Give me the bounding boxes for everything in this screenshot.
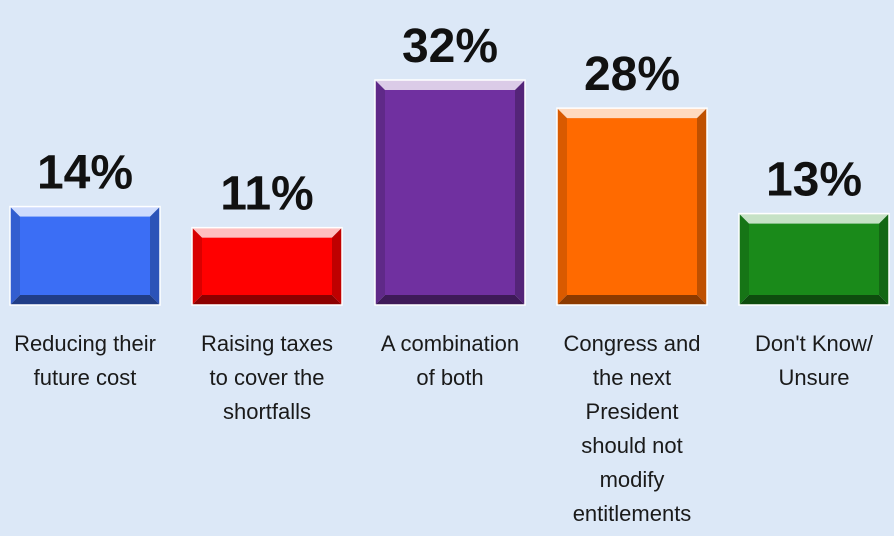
bar-outline <box>556 107 708 306</box>
category-label-4: Congress and the next President should n… <box>563 331 701 526</box>
bar-outline <box>9 205 161 306</box>
bar-bevel-top <box>739 213 889 224</box>
data-label-3: 32% <box>402 20 498 73</box>
bar-bevel-top <box>192 227 342 238</box>
bar-bevel-top <box>375 80 525 90</box>
bar-face <box>202 237 332 295</box>
bar-bevel-bottom <box>10 295 160 305</box>
bar-bevel-right <box>515 80 525 305</box>
bar-bevel-bottom <box>375 295 525 305</box>
bar-bevel-bottom <box>739 295 889 305</box>
bar-bevel-bottom <box>192 295 342 305</box>
bar-outline <box>374 79 526 306</box>
category-label-2: Raising taxes to cover the shortfalls <box>200 331 334 424</box>
bar-bevel-right <box>879 213 889 305</box>
bar-bevel-left <box>739 213 749 305</box>
bar-face <box>20 216 150 295</box>
bar-face <box>385 90 515 295</box>
bar-bevel-left <box>10 206 20 305</box>
category-label-5: Don't Know/ Unsure <box>755 331 873 390</box>
data-label-2: 11% <box>220 168 313 221</box>
bar-outline <box>191 226 343 306</box>
bar-bevel-left <box>192 227 202 305</box>
bar-1 <box>9 205 161 306</box>
data-label-1: 14% <box>37 147 133 200</box>
bar-bevel-left <box>557 108 567 305</box>
bar-outline <box>738 212 890 306</box>
data-label-4: 28% <box>584 48 680 101</box>
bar-bevel-bottom <box>557 295 707 305</box>
bar-2 <box>191 226 343 306</box>
data-label-5: 13% <box>766 154 862 207</box>
category-label-3: A combination of both <box>380 331 520 390</box>
bar-face <box>749 223 879 295</box>
bar-bevel-right <box>150 206 160 305</box>
bar-bevel-top <box>557 108 707 119</box>
bar-bevel-right <box>697 108 707 305</box>
bar-5 <box>738 212 890 306</box>
bar-4 <box>556 107 708 306</box>
bar-3 <box>374 79 526 306</box>
bar-face <box>567 118 697 295</box>
bar-bevel-top <box>10 206 160 217</box>
bar-bevel-left <box>375 80 385 305</box>
category-label-1: Reducing their future cost <box>14 331 156 390</box>
bar-bevel-right <box>332 227 342 305</box>
